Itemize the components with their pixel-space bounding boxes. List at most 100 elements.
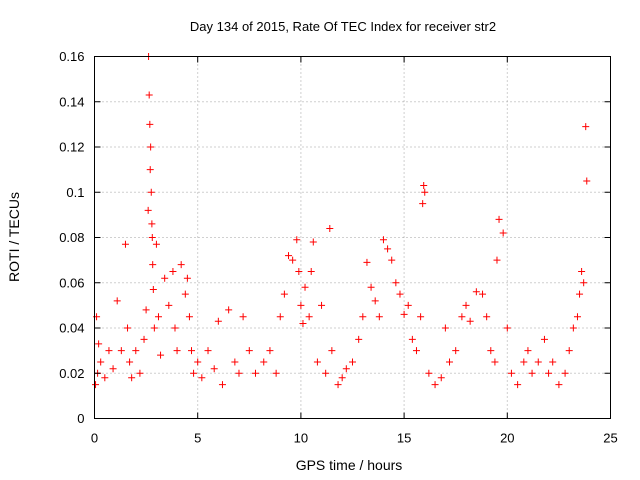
y-tick-label: 0.02 bbox=[59, 366, 84, 381]
data-point bbox=[285, 252, 293, 260]
data-point bbox=[198, 374, 206, 382]
data-point bbox=[576, 290, 584, 298]
data-point bbox=[266, 347, 274, 355]
data-point bbox=[452, 347, 460, 355]
data-point bbox=[514, 381, 522, 389]
data-point bbox=[177, 261, 185, 269]
data-point bbox=[520, 358, 528, 366]
y-tick-label: 0.08 bbox=[59, 230, 84, 245]
x-tick-label: 20 bbox=[500, 431, 514, 446]
data-point bbox=[301, 283, 309, 291]
data-point bbox=[154, 313, 162, 321]
data-point bbox=[218, 381, 226, 389]
data-points bbox=[92, 53, 591, 389]
data-point bbox=[499, 229, 507, 237]
data-point bbox=[185, 313, 193, 321]
data-point bbox=[528, 369, 536, 377]
data-point bbox=[121, 240, 129, 248]
data-point bbox=[355, 335, 363, 343]
data-point bbox=[251, 369, 259, 377]
data-point bbox=[466, 317, 474, 325]
data-point bbox=[309, 238, 317, 246]
data-point bbox=[334, 381, 342, 389]
data-point bbox=[419, 200, 427, 208]
data-point bbox=[146, 166, 154, 174]
data-point bbox=[136, 369, 144, 377]
data-point bbox=[124, 324, 132, 332]
data-point bbox=[400, 310, 408, 318]
data-point bbox=[326, 224, 334, 232]
data-point bbox=[421, 188, 429, 196]
data-point bbox=[583, 177, 591, 185]
data-point bbox=[297, 301, 305, 309]
data-point bbox=[524, 347, 532, 355]
data-point bbox=[105, 347, 113, 355]
data-point bbox=[144, 206, 152, 214]
data-point bbox=[149, 261, 157, 269]
data-point bbox=[420, 181, 428, 189]
data-point bbox=[235, 369, 243, 377]
data-point bbox=[446, 358, 454, 366]
data-point bbox=[142, 306, 150, 314]
y-tick-labels: 0 0.02 0.04 0.06 0.08 0.1 0.12 0.14 0.16 bbox=[59, 49, 84, 426]
axis-ticks bbox=[94, 56, 611, 419]
x-tick-labels: 0 5 10 15 20 25 bbox=[91, 431, 618, 446]
data-point bbox=[157, 351, 165, 359]
data-point bbox=[379, 236, 387, 244]
x-tick-label: 25 bbox=[603, 431, 617, 446]
data-point bbox=[299, 319, 307, 327]
data-point bbox=[95, 340, 103, 348]
data-point bbox=[503, 324, 511, 332]
data-point bbox=[487, 347, 495, 355]
data-point bbox=[495, 215, 503, 223]
data-point bbox=[97, 358, 105, 366]
data-point bbox=[113, 297, 121, 305]
data-point bbox=[573, 313, 581, 321]
data-point bbox=[458, 313, 466, 321]
data-point bbox=[92, 381, 100, 389]
data-point bbox=[293, 236, 301, 244]
data-point bbox=[194, 358, 202, 366]
data-point bbox=[171, 324, 179, 332]
y-tick-label: 0.04 bbox=[59, 321, 84, 336]
data-point bbox=[578, 267, 586, 275]
data-point bbox=[276, 313, 284, 321]
x-tick-label: 0 bbox=[91, 431, 98, 446]
data-point bbox=[305, 313, 313, 321]
data-point bbox=[165, 301, 173, 309]
data-point bbox=[140, 335, 148, 343]
data-point bbox=[363, 258, 371, 266]
data-point bbox=[342, 365, 350, 373]
data-point bbox=[417, 313, 425, 321]
data-point bbox=[367, 283, 375, 291]
data-point bbox=[188, 347, 196, 355]
x-axis-label: GPS time / hours bbox=[296, 457, 403, 473]
y-tick-label: 0 bbox=[77, 411, 84, 426]
data-point bbox=[371, 297, 379, 305]
data-point bbox=[483, 313, 491, 321]
data-point bbox=[555, 381, 563, 389]
data-point bbox=[338, 374, 346, 382]
data-point bbox=[349, 358, 356, 366]
data-point bbox=[408, 335, 416, 343]
data-point bbox=[239, 313, 247, 321]
data-point bbox=[545, 369, 553, 377]
data-point bbox=[260, 358, 268, 366]
grid-lines bbox=[94, 56, 611, 419]
data-point bbox=[396, 290, 404, 298]
data-point bbox=[313, 358, 321, 366]
data-point bbox=[472, 288, 480, 296]
data-point bbox=[225, 306, 233, 314]
chart-title: Day 134 of 2015, Rate Of TEC Index for r… bbox=[190, 19, 496, 34]
data-point bbox=[540, 335, 548, 343]
data-point bbox=[109, 365, 117, 373]
data-point bbox=[462, 301, 470, 309]
data-point bbox=[437, 374, 445, 382]
data-point bbox=[404, 301, 412, 309]
data-point bbox=[359, 313, 367, 321]
data-point bbox=[183, 274, 191, 282]
data-point bbox=[318, 301, 326, 309]
data-point bbox=[307, 267, 315, 275]
data-point bbox=[126, 358, 134, 366]
